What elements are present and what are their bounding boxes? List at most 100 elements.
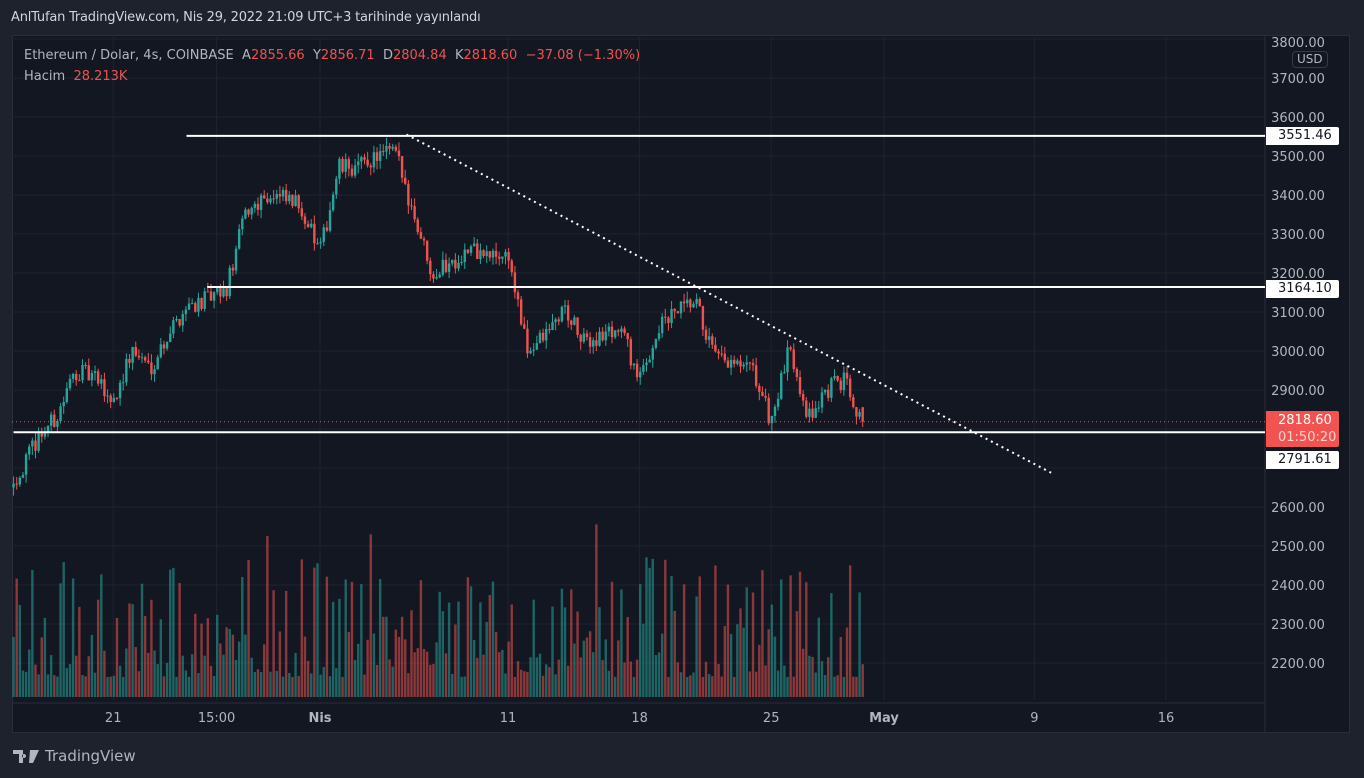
volume-bar [400, 616, 404, 697]
candle-body [438, 274, 441, 278]
volume-bar [68, 664, 72, 697]
volume-bar [645, 557, 648, 697]
candle-body [845, 372, 849, 379]
volume-bar [212, 676, 216, 697]
volume-bar [150, 599, 153, 697]
candle-body [96, 371, 100, 384]
candle-body [266, 198, 269, 203]
candle-body [322, 227, 325, 242]
candle-body [21, 474, 25, 478]
volume-bar [397, 636, 401, 697]
candle-body [657, 333, 661, 339]
price-tick-label: 2600.00 [1271, 501, 1325, 516]
volume-bar [272, 590, 275, 697]
candle-body [601, 331, 604, 341]
volume-bar [823, 675, 827, 697]
candle-body [823, 389, 827, 393]
volume-bar [451, 673, 454, 697]
volume-bar [792, 676, 795, 697]
volume-bar [269, 671, 272, 697]
candle-body [698, 298, 701, 306]
symbol-title[interactable]: Ethereum / Dolar, 4s, COINBASE [24, 48, 234, 63]
candle-body [56, 421, 59, 427]
candle-body [140, 357, 144, 359]
candle-body [18, 477, 22, 485]
volume-bar [457, 601, 460, 697]
candle-body [341, 158, 344, 172]
candle-body [457, 262, 460, 269]
candle-body [203, 291, 206, 309]
candle-body [817, 407, 821, 409]
candle-body [535, 343, 539, 350]
candle-body [228, 267, 231, 297]
volume-bar [378, 579, 382, 697]
candle-body [147, 360, 150, 363]
volume-bar [93, 672, 97, 697]
chart-legend: Ethereum / Dolar, 4s, COINBASE A2855.66 … [24, 45, 640, 87]
price-tick-label: 3200.00 [1271, 267, 1325, 282]
volume-bar [507, 641, 510, 697]
volume-bar [438, 591, 441, 697]
volume-bar [811, 656, 814, 697]
candle-body [269, 198, 272, 203]
candle-body [216, 287, 219, 293]
candle-body [463, 249, 466, 263]
candle-body [184, 309, 188, 315]
candle-body [632, 363, 636, 366]
candle-body [686, 299, 689, 304]
candle-body [711, 336, 714, 345]
volume-bar [485, 621, 488, 697]
volume-bar [494, 632, 498, 697]
candle-body [780, 372, 783, 399]
candle-body [610, 326, 614, 338]
candle-body [150, 362, 153, 375]
volume-bar [103, 650, 106, 697]
volume-bar [761, 570, 764, 697]
price-chart[interactable]: 3800.00 3700.00 3600.00 3500.00 3400.00 3300.… [12, 35, 1350, 733]
volume-bar [34, 664, 37, 697]
volume-bar [516, 661, 520, 697]
candle-body [736, 360, 739, 364]
volume-bar [335, 668, 338, 697]
currency-badge[interactable]: USD [1292, 51, 1328, 68]
volume-bar [764, 665, 767, 697]
candle-body [432, 274, 435, 279]
price-tick-label: 2500.00 [1271, 540, 1325, 555]
volume-bar [300, 559, 304, 697]
candle-body [510, 260, 513, 273]
price-tick-label: 3300.00 [1271, 228, 1325, 243]
candle-body [795, 368, 799, 377]
volume-bar [657, 652, 661, 697]
candle-body [576, 317, 579, 335]
volume-bar [664, 559, 667, 697]
tradingview-logo[interactable]: TradingView [13, 747, 136, 765]
candle-body [31, 440, 34, 447]
volume-bar [40, 637, 43, 697]
volume-bar [234, 659, 238, 697]
candle-body [595, 340, 598, 346]
candle-body [541, 332, 545, 341]
volume-bar [244, 634, 247, 697]
candle-body [84, 365, 87, 367]
volume-bar [560, 588, 564, 697]
volume-bar [579, 657, 582, 697]
time-tick-label: 18 [631, 711, 648, 726]
published-caption: AnlTufan TradingView.com, Nis 29, 2022 2… [11, 10, 481, 25]
volume-bar [557, 659, 560, 697]
volume-bar [49, 655, 53, 697]
volume-bar [200, 623, 203, 697]
candle-body [344, 159, 347, 172]
candle-body [858, 412, 861, 417]
volume-bar [209, 665, 213, 697]
volume-bar [545, 664, 548, 697]
candle-body [466, 249, 470, 253]
volume-bar [391, 666, 394, 697]
candle-body [316, 243, 319, 245]
candle-body [783, 372, 786, 374]
volume-bar [100, 574, 103, 697]
volume-value: 28.213K [73, 69, 128, 84]
volume-bar [59, 583, 62, 697]
volume-bar [626, 617, 629, 697]
volume-bar [635, 659, 639, 697]
volume-bar [529, 657, 532, 697]
